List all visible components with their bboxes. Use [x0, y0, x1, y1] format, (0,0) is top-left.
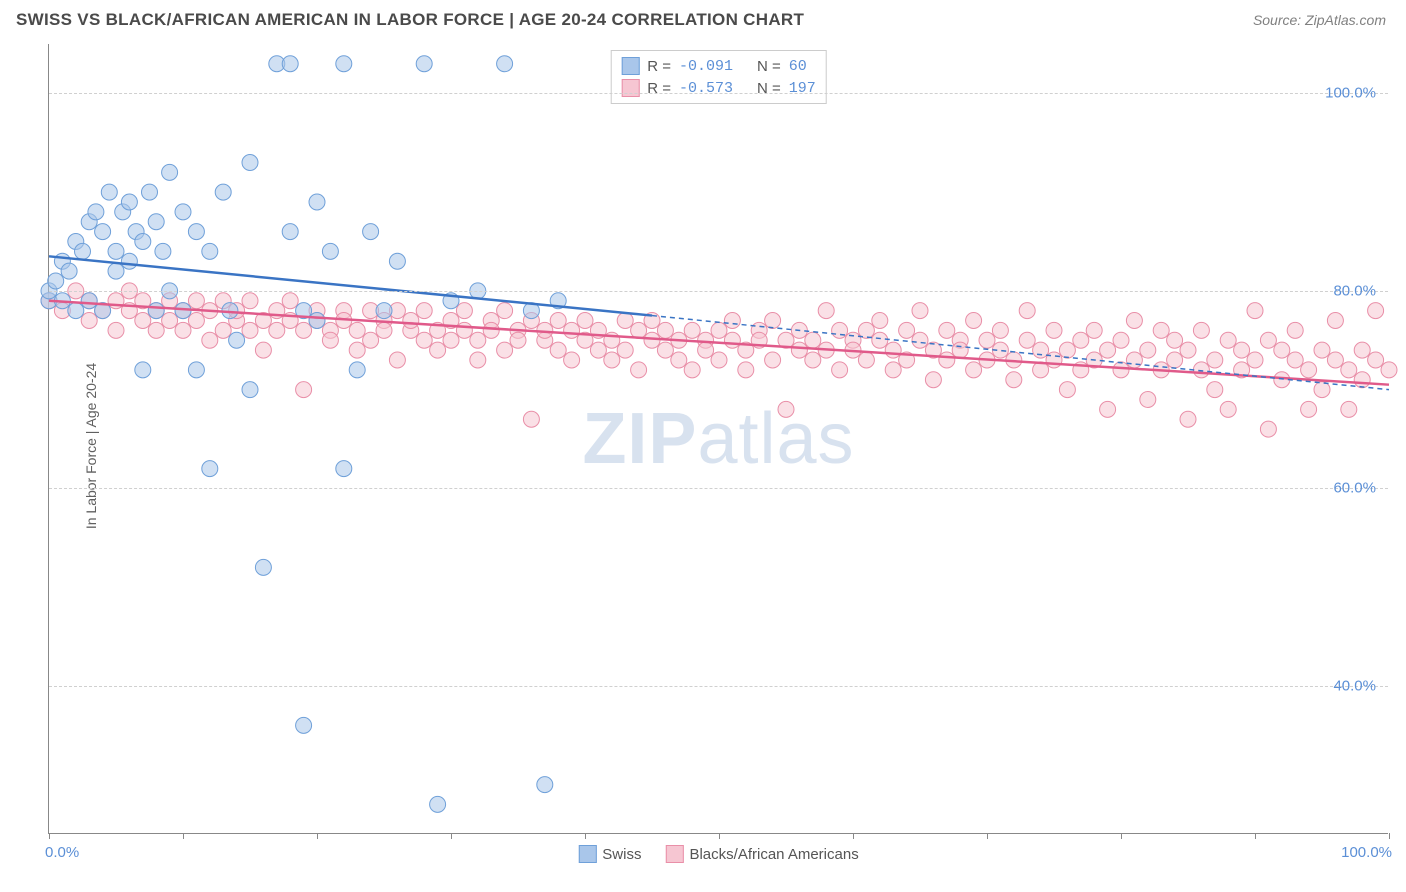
x-tick: [49, 833, 50, 839]
x-tick: [987, 833, 988, 839]
legend-item-black: Blacks/African Americans: [665, 845, 858, 863]
legend-item-swiss: Swiss: [578, 845, 641, 863]
x-tick: [1121, 833, 1122, 839]
chart-title: SWISS VS BLACK/AFRICAN AMERICAN IN LABOR…: [16, 10, 804, 30]
swiss-swatch-icon: [578, 845, 596, 863]
x-tick: [1255, 833, 1256, 839]
gridline: [49, 686, 1388, 687]
x-tick: [719, 833, 720, 839]
swiss-n-value: 60: [789, 58, 807, 75]
x-axis-min: 0.0%: [45, 844, 79, 861]
x-tick: [183, 833, 184, 839]
gridline: [49, 291, 1388, 292]
legend-row-black: R = -0.573 N = 197: [621, 77, 816, 99]
y-tick-label: 60.0%: [1333, 480, 1376, 497]
gridline: [49, 488, 1388, 489]
x-tick: [1389, 833, 1390, 839]
x-axis-max: 100.0%: [1341, 844, 1392, 861]
source-label: Source: ZipAtlas.com: [1253, 12, 1386, 28]
scatter-plot: [49, 44, 1388, 833]
black-swatch-icon: [665, 845, 683, 863]
chart-area: ZIPatlas R = -0.091 N = 60 R = -0.573 N …: [48, 44, 1388, 834]
series-legend: Swiss Blacks/African Americans: [578, 845, 858, 863]
gridline: [49, 93, 1388, 94]
x-tick: [317, 833, 318, 839]
correlation-legend: R = -0.091 N = 60 R = -0.573 N = 197: [610, 50, 827, 104]
swiss-r-value: -0.091: [679, 58, 733, 75]
y-tick-label: 100.0%: [1325, 85, 1376, 102]
legend-row-swiss: R = -0.091 N = 60: [621, 55, 816, 77]
swiss-swatch: [621, 57, 639, 75]
x-tick: [853, 833, 854, 839]
x-tick: [585, 833, 586, 839]
x-tick: [451, 833, 452, 839]
y-tick-label: 80.0%: [1333, 282, 1376, 299]
y-tick-label: 40.0%: [1333, 677, 1376, 694]
